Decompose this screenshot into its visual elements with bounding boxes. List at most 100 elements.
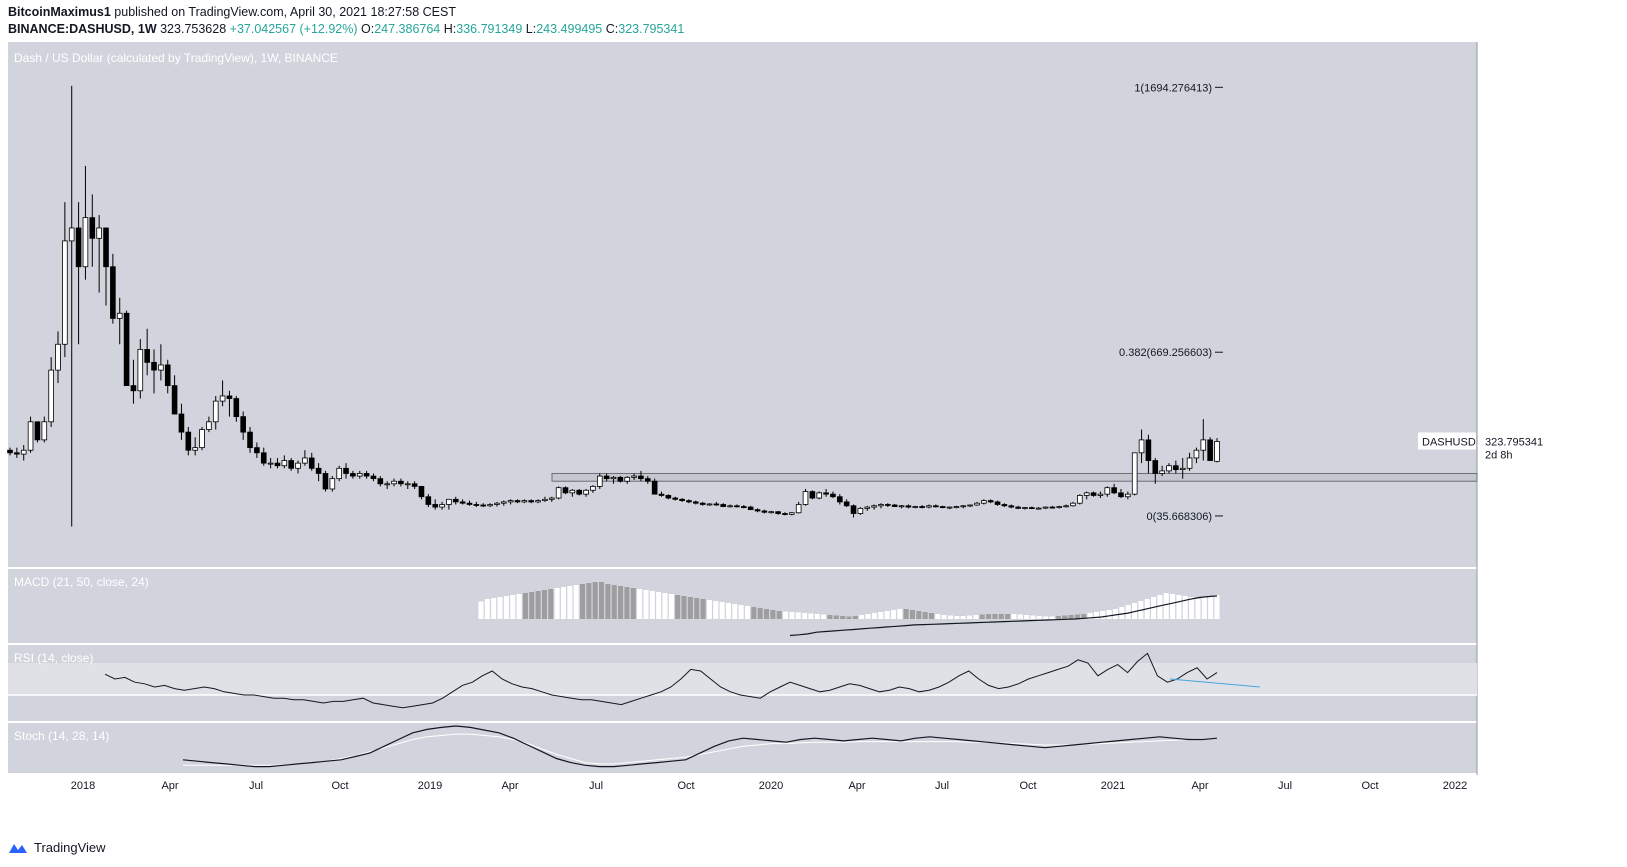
macd-histogram-bar [859, 615, 865, 619]
candle-body [1214, 441, 1220, 462]
candle-body [404, 483, 411, 486]
candle-body [82, 217, 89, 268]
macd-histogram-bar [1106, 610, 1112, 619]
macd-histogram-bar [611, 585, 617, 619]
candle-body [178, 413, 185, 433]
candle-body [336, 467, 342, 480]
macd-histogram-bar [573, 585, 579, 619]
candle-body [226, 395, 233, 399]
symbol-line: BINANCE:DASHUSD, 1W [8, 22, 157, 36]
macd-histogram-bar [586, 583, 592, 619]
macd-histogram-bar [757, 608, 763, 619]
macd-histogram-bar [979, 614, 985, 619]
macd-histogram-bar [1125, 605, 1131, 619]
macd-histogram-bar [973, 615, 979, 619]
symbol-tag-background [1418, 432, 1476, 450]
candle-body [329, 478, 336, 490]
candle-body [610, 476, 617, 480]
candle-body [1186, 457, 1193, 469]
time-axis-label: Apr [1191, 780, 1208, 792]
macd-histogram-bar [618, 586, 624, 619]
candle-body [569, 489, 576, 494]
macd-histogram-bar [1017, 614, 1023, 619]
candle-body [267, 462, 274, 465]
time-axis-label: Jul [935, 780, 949, 792]
chart-canvas[interactable]: Dash / US Dollar (calculated by TradingV… [0, 42, 1627, 837]
candle-body [638, 475, 644, 480]
macd-histogram-bar [789, 612, 795, 619]
candle-body [871, 505, 877, 508]
candle-body [308, 457, 315, 469]
macd-histogram-bar [1043, 616, 1049, 619]
candle-body [1077, 495, 1083, 504]
bar-countdown: 2d 8h [1485, 449, 1513, 461]
candle-body [302, 457, 308, 464]
open-value: 247.386764 [374, 22, 441, 36]
rsi-line [104, 652, 1218, 709]
time-axis-label: Jul [1278, 780, 1292, 792]
candle-body [987, 500, 994, 503]
macd-histogram-bar [599, 582, 605, 619]
price-tick-label: 1600.000000 [1485, 107, 1549, 119]
tradingview-brand[interactable]: TradingView [34, 840, 106, 855]
price-tick-label: 0.000000 [1485, 520, 1531, 532]
macd-histogram-bar [1087, 613, 1093, 619]
candle-body [7, 449, 13, 454]
macd-histogram-bar [668, 594, 674, 619]
time-axis-label: 2018 [71, 780, 95, 792]
candle-body [418, 485, 425, 498]
macd-histogram-bar [1081, 614, 1087, 619]
tradingview-logo-icon [9, 843, 27, 853]
time-axis-label: Apr [848, 780, 865, 792]
candle-body [596, 475, 603, 487]
candle-body [617, 476, 624, 482]
candle-body [130, 385, 137, 392]
macd-histogram-bar [1100, 611, 1106, 619]
candle-body [480, 504, 486, 507]
candle-body [370, 475, 377, 480]
macd-histogram-bar [1112, 609, 1119, 619]
candle-body [1015, 506, 1021, 509]
macd-histogram-bar [675, 595, 681, 619]
candle-body [528, 500, 535, 503]
time-axis-label: 2021 [1101, 780, 1125, 792]
last-price-tag: 323.795341 [1485, 436, 1543, 448]
candle-body [535, 500, 541, 503]
candle-body [274, 462, 281, 467]
candle-body [446, 498, 452, 505]
macd-histogram-bar [503, 596, 509, 619]
candle-body [761, 510, 768, 513]
candle-body [233, 398, 240, 418]
currency-label: USD [1508, 52, 1529, 63]
macd-histogram-bar [706, 600, 712, 619]
candle-body [562, 487, 569, 494]
candle-body [425, 496, 432, 505]
symbol-tag: DASHUSD [1422, 436, 1476, 448]
candle-body [14, 452, 20, 455]
macd-histogram-bar [1030, 615, 1036, 619]
macd-histogram-bar [592, 582, 598, 619]
candle-body [1001, 504, 1008, 507]
macd-tick-label: 40.000000 [1485, 584, 1537, 596]
candle-body [747, 506, 754, 511]
candle-body [103, 227, 109, 268]
candle-body [411, 483, 418, 487]
candle-body [823, 492, 829, 495]
candle-body [240, 416, 246, 433]
candle-body [754, 509, 761, 512]
macd-histogram-bar [681, 596, 687, 619]
macd-histogram-bar [871, 613, 877, 619]
macd-tick-label: 0.000000 [1485, 614, 1531, 626]
candle-body [960, 505, 967, 508]
candle-body [782, 513, 788, 515]
candle-body [1200, 439, 1207, 451]
candle-body [1056, 506, 1063, 508]
macd-line [789, 595, 1218, 637]
macd-histogram-bar [1170, 594, 1176, 619]
macd-histogram-bar [935, 614, 941, 619]
candle-body [1159, 470, 1165, 474]
macd-histogram-bar [1093, 612, 1099, 619]
author-name[interactable]: BitcoinMaximus1 [8, 5, 111, 19]
candle-body [878, 504, 884, 507]
macd-histogram-bar [1208, 596, 1214, 619]
